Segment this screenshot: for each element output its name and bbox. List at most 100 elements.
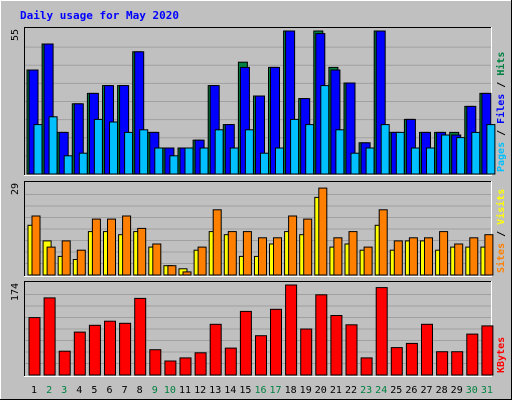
panel-bot: 174 KBytes bbox=[10, 281, 507, 377]
bar-pages-day-17 bbox=[275, 147, 284, 175]
bar-kbytes-day-22 bbox=[345, 324, 358, 376]
bar-sites-day-7 bbox=[122, 215, 132, 276]
bar-pages-day-25 bbox=[395, 131, 405, 175]
bar-sites-day-8 bbox=[137, 227, 147, 276]
bar-pages-day-2 bbox=[48, 116, 58, 175]
bar-pages-day-22 bbox=[350, 152, 360, 175]
bar-sites-day-29 bbox=[454, 243, 464, 276]
day-label-28: 28 bbox=[436, 385, 448, 396]
bar-kbytes-day-17 bbox=[270, 308, 282, 376]
bar-pages-day-29 bbox=[456, 137, 466, 175]
bar-kbytes-day-16 bbox=[255, 335, 267, 376]
bar-sites-day-28 bbox=[439, 231, 449, 276]
bar-pages-day-5 bbox=[93, 118, 103, 175]
bar-sites-day-27 bbox=[424, 237, 433, 276]
bar-kbytes-day-27 bbox=[421, 323, 433, 376]
bar-sites-day-19 bbox=[303, 218, 313, 276]
bar-kbytes-day-14 bbox=[224, 347, 237, 376]
bar-sites-day-9 bbox=[152, 243, 162, 276]
day-label-30: 30 bbox=[466, 385, 478, 396]
panel-top: 55 Pages / Files / Hits bbox=[10, 27, 507, 176]
bar-kbytes-day-21 bbox=[330, 315, 343, 376]
legend-part: Visits bbox=[495, 189, 507, 225]
axis-max-label-top: 55 bbox=[10, 29, 21, 41]
bar-pages-day-10 bbox=[169, 155, 179, 175]
day-label-29: 29 bbox=[451, 385, 463, 396]
bar-sites-day-15 bbox=[242, 231, 252, 276]
bar-sites-day-21 bbox=[333, 237, 343, 276]
bar-pages-day-11 bbox=[184, 147, 194, 175]
bar-sites-day-13 bbox=[212, 209, 222, 276]
bar-files-day-7 bbox=[119, 85, 130, 175]
bar-pages-day-24 bbox=[380, 124, 390, 175]
bar-pages-day-4 bbox=[78, 152, 88, 175]
day-label-5: 5 bbox=[91, 385, 97, 396]
day-label-13: 13 bbox=[209, 385, 221, 396]
bar-pages-day-28 bbox=[441, 134, 451, 175]
bar-kbytes-day-26 bbox=[405, 342, 418, 376]
bar-sites-day-3 bbox=[61, 240, 71, 276]
day-label-20: 20 bbox=[315, 385, 327, 396]
bar-sites-day-26 bbox=[408, 237, 418, 276]
day-label-17: 17 bbox=[269, 385, 281, 396]
legend-part: KBytes bbox=[496, 337, 507, 373]
bar-pages-day-19 bbox=[305, 124, 315, 175]
legend-label-bot: KBytes bbox=[496, 337, 507, 373]
day-label-14: 14 bbox=[224, 385, 236, 396]
bar-sites-day-25 bbox=[393, 240, 403, 276]
bar-kbytes-day-9 bbox=[149, 349, 162, 376]
bar-pages-day-27 bbox=[426, 147, 435, 175]
bar-kbytes-day-18 bbox=[285, 284, 298, 376]
bar-sites-day-14 bbox=[227, 231, 237, 276]
bar-kbytes-day-20 bbox=[315, 294, 328, 376]
bar-pages-day-6 bbox=[109, 121, 118, 175]
bar-pages-day-14 bbox=[229, 147, 239, 175]
bar-kbytes-day-7 bbox=[119, 322, 132, 376]
bar-sites-day-23 bbox=[363, 246, 373, 276]
bar-kbytes-day-4 bbox=[73, 331, 86, 376]
chart-title: Daily usage for May 2020 bbox=[20, 9, 179, 22]
day-label-26: 26 bbox=[405, 385, 417, 396]
bar-kbytes-day-1 bbox=[28, 317, 41, 376]
bar-pages-day-15 bbox=[244, 129, 254, 175]
bar-sites-day-16 bbox=[258, 237, 267, 276]
bar-pages-day-16 bbox=[260, 152, 269, 175]
panel-mid: 29 Sites / Visits bbox=[10, 181, 507, 277]
bar-kbytes-day-19 bbox=[300, 328, 313, 376]
bar-kbytes-day-30 bbox=[466, 333, 479, 376]
day-label-7: 7 bbox=[122, 385, 128, 396]
day-label-21: 21 bbox=[330, 385, 342, 396]
day-label-8: 8 bbox=[137, 385, 143, 396]
bar-sites-day-18 bbox=[288, 215, 298, 276]
bar-pages-day-13 bbox=[214, 129, 224, 175]
legend-part: Hits bbox=[495, 52, 507, 76]
bar-pages-day-30 bbox=[471, 131, 481, 175]
bar-pages-day-18 bbox=[290, 118, 300, 175]
day-label-2: 2 bbox=[46, 385, 52, 396]
day-label-22: 22 bbox=[345, 385, 357, 396]
day-label-6: 6 bbox=[106, 385, 112, 396]
bar-sites-day-4 bbox=[76, 249, 86, 276]
legend-part: Files bbox=[495, 94, 507, 124]
bar-pages-day-7 bbox=[124, 131, 134, 175]
bar-pages-day-12 bbox=[199, 147, 209, 175]
bar-pages-day-26 bbox=[410, 147, 420, 175]
bar-sites-day-12 bbox=[197, 246, 207, 276]
bar-kbytes-day-6 bbox=[104, 320, 116, 376]
bar-kbytes-day-3 bbox=[58, 350, 71, 376]
bar-kbytes-day-8 bbox=[134, 297, 147, 376]
day-label-24: 24 bbox=[375, 385, 387, 396]
day-label-12: 12 bbox=[194, 385, 206, 396]
bar-kbytes-day-11 bbox=[179, 357, 192, 376]
legend-part: / bbox=[496, 76, 507, 94]
bar-pages-day-1 bbox=[33, 124, 43, 175]
day-labels-group: 1 2 3 4 5 6 7 8 9 10 11 12 13 14 15 16 17 18 19 20 21 22 23 24 2… bbox=[31, 385, 493, 396]
bar-sites-day-2 bbox=[46, 246, 56, 276]
bar-sites-day-20 bbox=[318, 187, 328, 276]
day-label-25: 25 bbox=[390, 385, 402, 396]
day-label-9: 9 bbox=[152, 385, 158, 396]
day-label-27: 27 bbox=[420, 385, 432, 396]
bar-kbytes-day-25 bbox=[390, 347, 403, 376]
bar-sites-day-31 bbox=[484, 234, 494, 276]
